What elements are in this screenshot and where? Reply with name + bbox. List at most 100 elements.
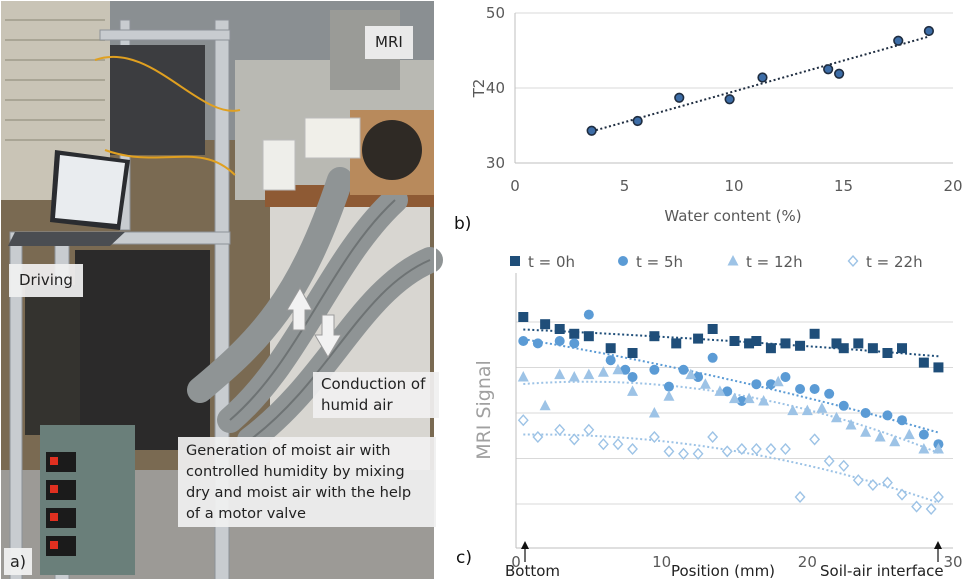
- chart-c-point: [852, 474, 864, 487]
- generation-label: Generation of moist air with controlled …: [178, 437, 436, 527]
- chart-b-xlabel: Water content (%): [664, 207, 801, 225]
- chart-c-xtick: 10: [652, 553, 671, 571]
- chart-c-point: [627, 348, 638, 358]
- chart-b-ylabel: T2: [470, 79, 488, 99]
- chart-c-legend-item: t = 12h: [727, 253, 803, 271]
- chart-c-point: [897, 343, 908, 354]
- chart-c-point: [597, 366, 609, 377]
- chart-c-point: [911, 500, 923, 513]
- chart-c-point: [707, 352, 718, 363]
- chart-c-point: [830, 411, 842, 423]
- chart-b-point: [893, 35, 904, 46]
- chart-c-point: [809, 384, 820, 394]
- chart-c-point: [780, 442, 791, 456]
- chart-c-point: [824, 388, 835, 399]
- chart-b-point: [724, 94, 735, 105]
- chart-c-point: [795, 384, 806, 394]
- chart-c-point: [693, 372, 704, 382]
- chart-c-xtick: 0: [511, 553, 521, 571]
- chart-c-point: [568, 433, 580, 446]
- chart-c-panel-label: c): [456, 548, 472, 568]
- chart-c-point: [882, 410, 893, 421]
- chart-c-point: [903, 428, 915, 440]
- chart-c-interface-annotation: Soil-air interface: [820, 562, 944, 580]
- chart-b-point: [823, 64, 834, 75]
- chart-c-point: [801, 404, 813, 416]
- chart-c-point: [554, 324, 565, 334]
- chart-c-legend-item: t = 5h: [618, 253, 683, 271]
- chart-c-point: [736, 396, 747, 406]
- chart-c-point: [882, 348, 893, 358]
- chart-c-point: [517, 414, 529, 427]
- chart-c-point: [678, 447, 689, 460]
- panel-a-label: a): [4, 548, 33, 575]
- chart-c-legend-marker: [847, 254, 859, 268]
- chart-c-point: [874, 431, 886, 442]
- chart-c-point: [809, 433, 821, 446]
- chart-c-point: [554, 423, 566, 436]
- chart-c-point: [663, 445, 675, 458]
- chart-c-point: [772, 375, 784, 387]
- chart-b-ytick: 30: [486, 154, 505, 172]
- chart-c-point: [925, 502, 937, 516]
- chart-c-point: [532, 430, 544, 444]
- chart-c-point: [795, 340, 806, 351]
- chart-c-point: [860, 426, 872, 437]
- chart-c-bottom-annotation: Bottom: [505, 562, 560, 580]
- chart-c-point: [612, 438, 624, 451]
- chart-c-point: [838, 343, 849, 354]
- chart-c-point: [918, 357, 929, 368]
- chart-c-legend-marker: [618, 256, 628, 266]
- chart-c-legend-item: t = 0h: [510, 253, 575, 271]
- chart-c-point: [692, 447, 704, 460]
- chart-c-point: [729, 392, 740, 404]
- chart-c-point: [583, 423, 595, 436]
- chart-c-point: [605, 355, 616, 366]
- chart-b-point: [923, 25, 935, 37]
- chart-c-xtick: 20: [798, 553, 817, 571]
- chart-c-point: [867, 478, 879, 492]
- chart-c-point: [568, 371, 580, 382]
- chart-c-point: [721, 445, 733, 458]
- chart-b-xtick: 20: [943, 177, 962, 195]
- chart-c-point: [583, 368, 595, 380]
- driving-label: Driving: [9, 264, 83, 297]
- chart-c-point: [532, 338, 543, 349]
- chart-c-legend-label: t = 5h: [636, 253, 683, 271]
- chart-c-point: [583, 309, 594, 320]
- chart-c-point: [554, 336, 565, 346]
- chart-c-point: [823, 454, 835, 468]
- chart-c-point: [663, 390, 675, 401]
- chart-c-point: [678, 364, 689, 375]
- chart-c-point: [853, 338, 864, 349]
- chart-b-xtick: 5: [620, 177, 630, 195]
- chart-c-point: [896, 488, 908, 501]
- chart-c-ylabel: MRI Signal: [473, 360, 495, 460]
- chart-c-point: [838, 459, 850, 472]
- chart-c-point: [751, 336, 762, 346]
- chart-c-point: [932, 490, 944, 504]
- chart-b: 30 40 50 0 5 10 15 20 Water content (%) T2 b): [454, 4, 963, 234]
- chart-c-point: [517, 371, 529, 382]
- chart-c-point: [518, 336, 529, 346]
- chart-c: t = 0h t = 5h t = 12h t = 22h 0 10 20 30 MRI S…: [456, 253, 963, 580]
- chart-c-point: [831, 338, 842, 349]
- chart-c-point: [627, 372, 638, 382]
- chart-c-trendline: [523, 433, 939, 504]
- conduction-label: Conduction of humid air: [313, 372, 439, 418]
- chart-c-trendline: [523, 338, 939, 434]
- chart-b-point: [586, 125, 597, 136]
- chart-c-point: [780, 372, 791, 382]
- chart-c-point: [648, 407, 660, 418]
- chart-c-point: [707, 430, 719, 444]
- chart-c-legend-marker: [510, 256, 520, 266]
- chart-c-point: [809, 328, 820, 339]
- chart-c-point: [620, 364, 631, 375]
- chart-c-point: [838, 400, 849, 411]
- chart-c-point: [816, 402, 828, 413]
- chart-b-xtick: 10: [724, 177, 743, 195]
- chart-c-point: [867, 343, 878, 354]
- mri-label: MRI: [365, 26, 413, 59]
- chart-b-point: [834, 68, 845, 79]
